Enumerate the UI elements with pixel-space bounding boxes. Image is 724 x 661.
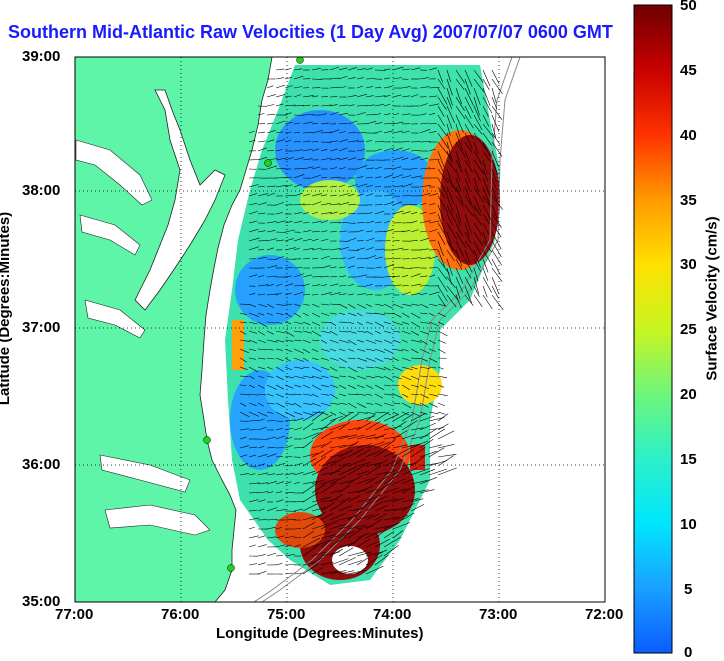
colorbar-tick: 50 [680,0,697,14]
x-tick: 75:00 [267,606,305,623]
colorbar-tick: 40 [680,127,697,144]
x-axis-label: Longitude (Degrees:Minutes) [216,625,424,642]
colorbar-tick: 45 [680,62,697,79]
colorbar-tick: 35 [680,192,697,209]
radar-site-marker [204,437,211,444]
radar-site-marker [265,160,272,167]
x-tick: 76:00 [161,606,199,623]
colorbar [634,5,672,653]
x-tick: 72:00 [585,606,623,623]
colorbar-tick: 25 [680,321,697,338]
radar-site-marker [228,565,235,572]
x-tick: 73:00 [479,606,517,623]
y-tick: 37:00 [22,319,60,336]
colorbar-tick: 30 [680,256,697,273]
y-tick: 36:00 [22,456,60,473]
x-tick: 74:00 [373,606,411,623]
y-tick: 39:00 [22,48,60,65]
colorbar-tick: 10 [680,516,697,533]
colorbar-tick: 15 [680,451,697,468]
y-axis-label: Latitude (Degrees:Minutes) [0,212,13,405]
radar-site-marker [297,57,304,64]
colorbar-label: Surface Velocity (cm/s) [704,204,721,394]
colorbar-tick: 0 [684,644,692,661]
colorbar-tick: 5 [684,581,692,598]
y-tick: 38:00 [22,182,60,199]
colorbar-tick: 20 [680,386,697,403]
x-tick: 77:00 [55,606,93,623]
